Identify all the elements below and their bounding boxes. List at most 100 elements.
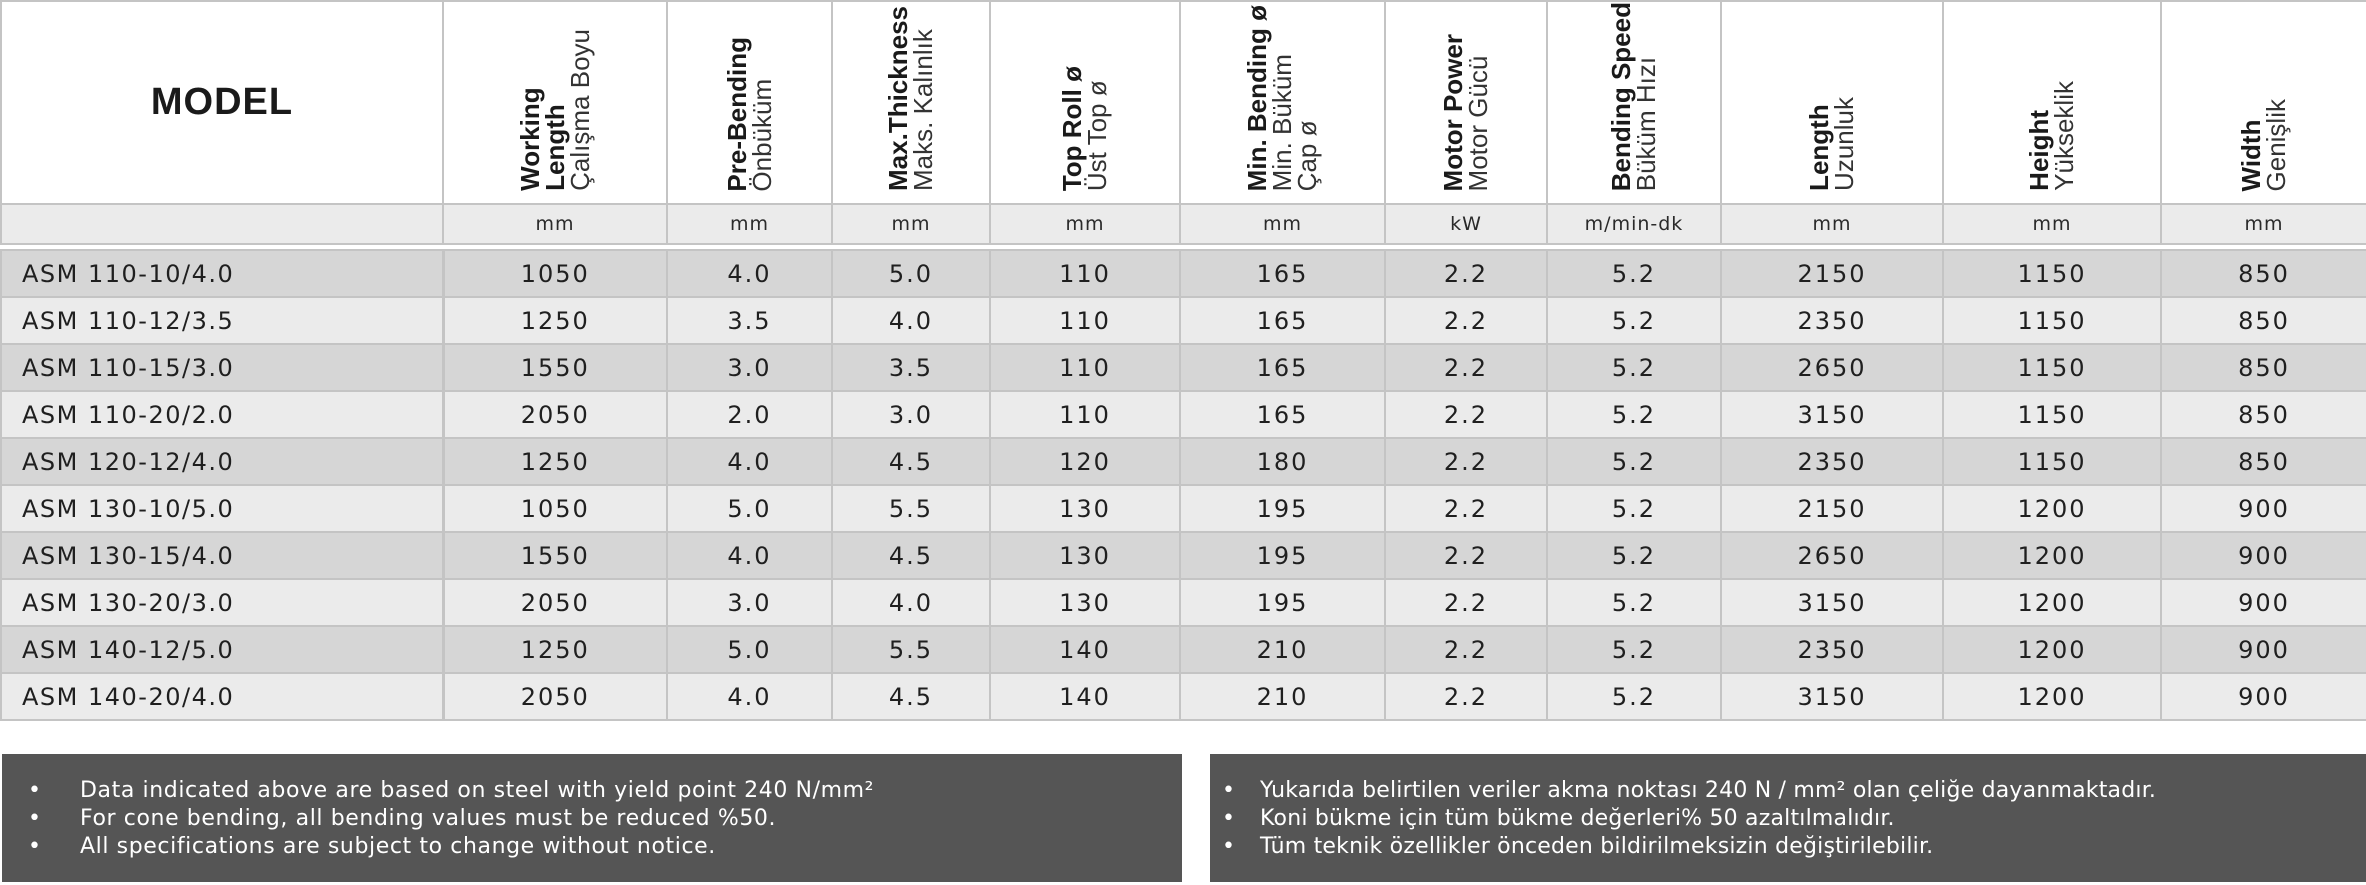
value-cell: 4.5 xyxy=(831,437,991,487)
value-cell: 165 xyxy=(1179,296,1386,346)
model-cell: ASM 140-20/4.0 xyxy=(0,672,445,722)
table-row: ASM 110-20/2.0 2050 2.0 3.0 110 165 2.2 5.2 3150… xyxy=(0,390,2366,440)
value-cell: 180 xyxy=(1179,437,1386,487)
value-cell: 3150 xyxy=(1720,672,1944,722)
header-width: Width Genişlik xyxy=(2160,0,2366,206)
value-cell: 195 xyxy=(1179,578,1386,628)
unit-cell: kW xyxy=(1384,203,1548,246)
value-cell: 130 xyxy=(989,578,1181,628)
model-cell: ASM 120-12/4.0 xyxy=(0,437,445,487)
value-cell: 850 xyxy=(2160,390,2366,440)
value-cell: 110 xyxy=(989,343,1181,393)
note-text: Koni bükme için tüm bükme değerleri% 50 … xyxy=(1260,806,1895,831)
value-cell: 165 xyxy=(1179,249,1386,299)
header-label-tr: Çalışma Boyu xyxy=(564,29,595,192)
value-cell: 165 xyxy=(1179,343,1386,393)
notes-turkish: • Yukarıda belirtilen veriler akma noktas… xyxy=(1210,754,2366,882)
header-label: Pre-Bending xyxy=(721,36,752,192)
unit-cell: mm xyxy=(1179,203,1386,246)
header-label-tr: Üst Top ø xyxy=(1082,80,1112,192)
value-cell: 1550 xyxy=(442,343,668,393)
table-row: ASM 120-12/4.0 1250 4.0 4.5 120 180 2.2 5.2 2350… xyxy=(0,437,2366,487)
note-item: • For cone bending, all bending values mu… xyxy=(28,805,1182,833)
value-cell: 3.5 xyxy=(831,343,991,393)
value-cell: 195 xyxy=(1179,531,1386,581)
value-cell: 1200 xyxy=(1942,625,2162,675)
value-cell: 1150 xyxy=(1942,343,2162,393)
note-item: • Koni bükme için tüm bükme değerleri% 50… xyxy=(1222,805,2366,833)
value-cell: 2650 xyxy=(1720,531,1944,581)
value-cell: 140 xyxy=(989,625,1181,675)
value-cell: 2.2 xyxy=(1384,484,1548,534)
value-cell: 2050 xyxy=(442,672,668,722)
value-cell: 3.0 xyxy=(666,343,833,393)
value-cell: 110 xyxy=(989,296,1181,346)
bullet-icon: • xyxy=(1222,778,1236,803)
header-pre-bending: Pre-Bending Önbüküm xyxy=(666,0,833,206)
header-label-tr: Çap ø xyxy=(1292,120,1322,192)
value-cell: 140 xyxy=(989,672,1181,722)
header-label-tr: Önbüküm xyxy=(746,78,777,192)
value-cell: 130 xyxy=(989,531,1181,581)
header-label-tr: Uzunluk xyxy=(1829,97,1859,192)
value-cell: 2.2 xyxy=(1384,249,1548,299)
value-cell: 5.2 xyxy=(1546,343,1722,393)
note-text: Data indicated above are based on steel … xyxy=(80,778,875,803)
value-cell: 900 xyxy=(2160,672,2366,722)
note-text: Tüm teknik özellikler önceden bildirilme… xyxy=(1260,834,1934,859)
header-label-tr: Motor Gücü xyxy=(1463,55,1493,192)
model-cell: ASM 110-10/4.0 xyxy=(0,249,445,299)
note-item: • Data indicated above are based on steel… xyxy=(28,777,1182,805)
value-cell: 1200 xyxy=(1942,578,2162,628)
value-cell: 2.2 xyxy=(1384,437,1548,487)
value-cell: 850 xyxy=(2160,437,2366,487)
bullet-icon: • xyxy=(28,778,42,803)
model-cell: ASM 110-20/2.0 xyxy=(0,390,445,440)
unit-cell: mm xyxy=(831,203,991,246)
notes-english: • Data indicated above are based on steel… xyxy=(2,754,1182,882)
units-row: mm mm mm mm mm kW m/min-dk mm mm mm xyxy=(0,203,2366,246)
value-cell: 5.2 xyxy=(1546,296,1722,346)
value-cell: 165 xyxy=(1179,390,1386,440)
bullet-icon: • xyxy=(1222,834,1236,859)
value-cell: 850 xyxy=(2160,343,2366,393)
value-cell: 5.0 xyxy=(831,249,991,299)
value-cell: 2.2 xyxy=(1384,343,1548,393)
value-cell: 900 xyxy=(2160,625,2366,675)
table-row: ASM 130-10/5.0 1050 5.0 5.5 130 195 2.2 5.2 2150… xyxy=(0,484,2366,534)
note-text: All specifications are subject to change… xyxy=(80,834,716,859)
value-cell: 210 xyxy=(1179,625,1386,675)
unit-cell: mm xyxy=(442,203,668,246)
value-cell: 3150 xyxy=(1720,390,1944,440)
unit-cell: mm xyxy=(2160,203,2366,246)
unit-cell xyxy=(0,203,444,246)
value-cell: 1050 xyxy=(442,249,668,299)
value-cell: 1550 xyxy=(442,531,668,581)
note-text: Yukarıda belirtilen veriler akma noktası… xyxy=(1260,778,2157,803)
model-column-header: MODEL xyxy=(0,0,444,206)
value-cell: 195 xyxy=(1179,484,1386,534)
value-cell: 5.2 xyxy=(1546,578,1722,628)
value-cell: 5.5 xyxy=(831,625,991,675)
table-row: ASM 140-12/5.0 1250 5.0 5.5 140 210 2.2 5.2 2350… xyxy=(0,625,2366,675)
value-cell: 4.5 xyxy=(831,531,991,581)
value-cell: 1250 xyxy=(442,437,668,487)
note-item: • Yukarıda belirtilen veriler akma noktas… xyxy=(1222,777,2366,805)
table-row: ASM 110-10/4.0 1050 4.0 5.0 110 165 2.2 5.2 2150… xyxy=(0,249,2366,299)
model-cell: ASM 130-20/3.0 xyxy=(0,578,445,628)
value-cell: 4.0 xyxy=(831,578,991,628)
value-cell: 2350 xyxy=(1720,296,1944,346)
value-cell: 2.2 xyxy=(1384,296,1548,346)
value-cell: 4.0 xyxy=(666,437,833,487)
value-cell: 2350 xyxy=(1720,437,1944,487)
model-cell: ASM 130-15/4.0 xyxy=(0,531,445,581)
value-cell: 2.2 xyxy=(1384,578,1548,628)
value-cell: 5.2 xyxy=(1546,531,1722,581)
value-cell: 3.0 xyxy=(666,578,833,628)
value-cell: 900 xyxy=(2160,484,2366,534)
note-item: • All specifications are subject to chang… xyxy=(28,833,1182,861)
value-cell: 110 xyxy=(989,249,1181,299)
header-motor-power: Motor Power Motor Gücü xyxy=(1384,0,1548,206)
value-cell: 1150 xyxy=(1942,390,2162,440)
header-max-thickness: Max.Thickness Maks. Kalınlık xyxy=(831,0,991,206)
